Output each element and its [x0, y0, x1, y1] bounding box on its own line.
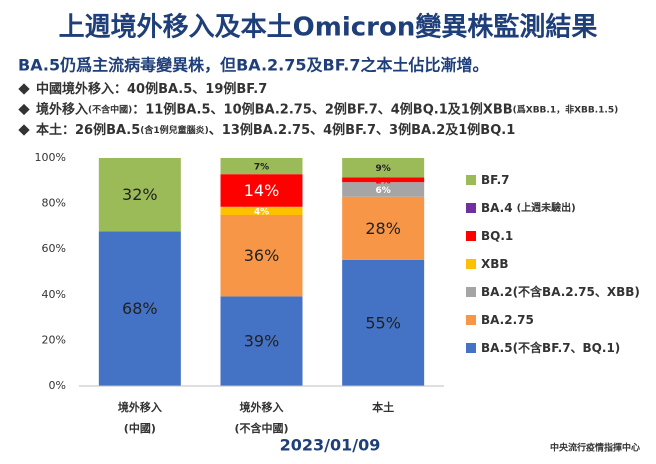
data-label: 32% [122, 185, 158, 204]
x-tick-label: 境外移入 [118, 400, 162, 414]
bar-segment [220, 296, 303, 386]
legend-swatch [466, 259, 476, 269]
bullet-note: (含1例兒童腦炎) [140, 124, 209, 136]
bar-segment [342, 177, 425, 183]
y-tick-label: 40% [42, 288, 66, 301]
legend-swatch [466, 175, 476, 185]
bullet-note: (不含中國) [88, 103, 132, 115]
data-label: 9% [376, 164, 391, 174]
y-tick-label: 80% [42, 197, 66, 210]
y-tick-label: 0% [49, 379, 66, 392]
legend-swatch [466, 203, 476, 213]
y-tick-label: 60% [42, 242, 66, 255]
legend-label: BQ.1 [481, 229, 513, 243]
source: 中央流行疫情指揮中心 [550, 442, 640, 454]
bullet-text: 境外移入 [36, 101, 88, 117]
legend-label: BA.2.75 [481, 313, 534, 327]
data-label: 14% [244, 181, 280, 200]
data-label: 6% [376, 186, 391, 196]
bar-segment [220, 158, 303, 175]
legend-name: BF.7 [481, 173, 510, 187]
bullet-icon [18, 103, 30, 116]
legend-label: XBB [481, 257, 509, 271]
data-label: 28% [365, 219, 401, 238]
bullet: 本土：26例BA.5(含1例兒童腦炎)、13例BA.2.75、4例BF.7、3例… [36, 122, 515, 138]
bullet: 中國境外移入：40例BA.5、19例BF.7 [36, 81, 267, 97]
bar-segment [342, 259, 425, 386]
data-label: 2% [376, 176, 391, 186]
legend-name: XBB [481, 257, 509, 271]
y-tick-label: 20% [42, 333, 66, 346]
bar-segment [220, 215, 303, 297]
legend-name: BQ.1 [481, 229, 513, 243]
y-tick-label: 100% [35, 151, 66, 164]
bar-segment [342, 196, 425, 260]
data-label: 7% [254, 163, 269, 173]
x-tick-label: (不含中國) [234, 421, 288, 435]
data-label: 36% [244, 246, 280, 265]
x-tick-label: (中國) [124, 421, 156, 435]
bullet-text: 、13例BA.2.75、4例BF.7、3例BA.2及1例BQ.1 [209, 122, 515, 138]
data-label: 55% [365, 313, 401, 332]
bar-segment [98, 231, 181, 386]
bullet-text: ：11例BA.5、10例BA.2.75、2例BF.7、4例BQ.1及1例XBB [132, 101, 512, 117]
bar-segment [220, 206, 303, 215]
legend-name: BA.2(不含BA.2.75、XBB) [481, 284, 640, 299]
title: 上週境外移入及本土Omicron變異株監測結果 [59, 12, 598, 43]
bullet: 境外移入(不含中國)：11例BA.5、10例BA.2.75、2例BF.7、4例B… [36, 101, 618, 117]
bar-segment [342, 182, 425, 197]
date: 2023/01/09 [280, 436, 381, 455]
bar-segment [342, 158, 425, 178]
legend-label: BA.4 (上週未驗出) [481, 201, 576, 215]
legend-note: (上週未驗出) [517, 201, 576, 214]
x-tick-label: 本土 [372, 400, 394, 414]
legend-swatch [466, 315, 476, 325]
legend-swatch [466, 287, 476, 297]
legend-label: BA.5(不含BF.7、BQ.1) [481, 340, 620, 355]
legend-name: BA.4 [481, 201, 513, 215]
data-label: 4% [254, 207, 269, 217]
bar-segment [98, 158, 181, 232]
bullet-text: 中國境外移入：40例BA.5、19例BF.7 [36, 81, 267, 97]
bullet-text: 本土：26例BA.5 [36, 122, 140, 138]
legend-label: BF.7 [481, 173, 510, 187]
bar-segment [220, 174, 303, 207]
bullet-note: (爲XBB.1，非XBB.1.5) [513, 103, 619, 115]
legend-label: BA.2(不含BA.2.75、XBB) [481, 284, 640, 299]
legend-swatch [466, 231, 476, 241]
data-label: 39% [244, 332, 280, 351]
legend-swatch [466, 343, 476, 353]
legend-name: BA.2.75 [481, 313, 534, 327]
legend-name: BA.5(不含BF.7、BQ.1) [481, 340, 620, 355]
data-label: 68% [122, 299, 158, 318]
bullet-icon [18, 124, 30, 136]
subtitle: BA.5仍爲主流病毒變異株，但BA.2.75及BF.7之本土佔比漸增。 [18, 56, 489, 75]
x-tick-label: 境外移入 [240, 400, 284, 414]
bullet-icon [18, 83, 30, 95]
